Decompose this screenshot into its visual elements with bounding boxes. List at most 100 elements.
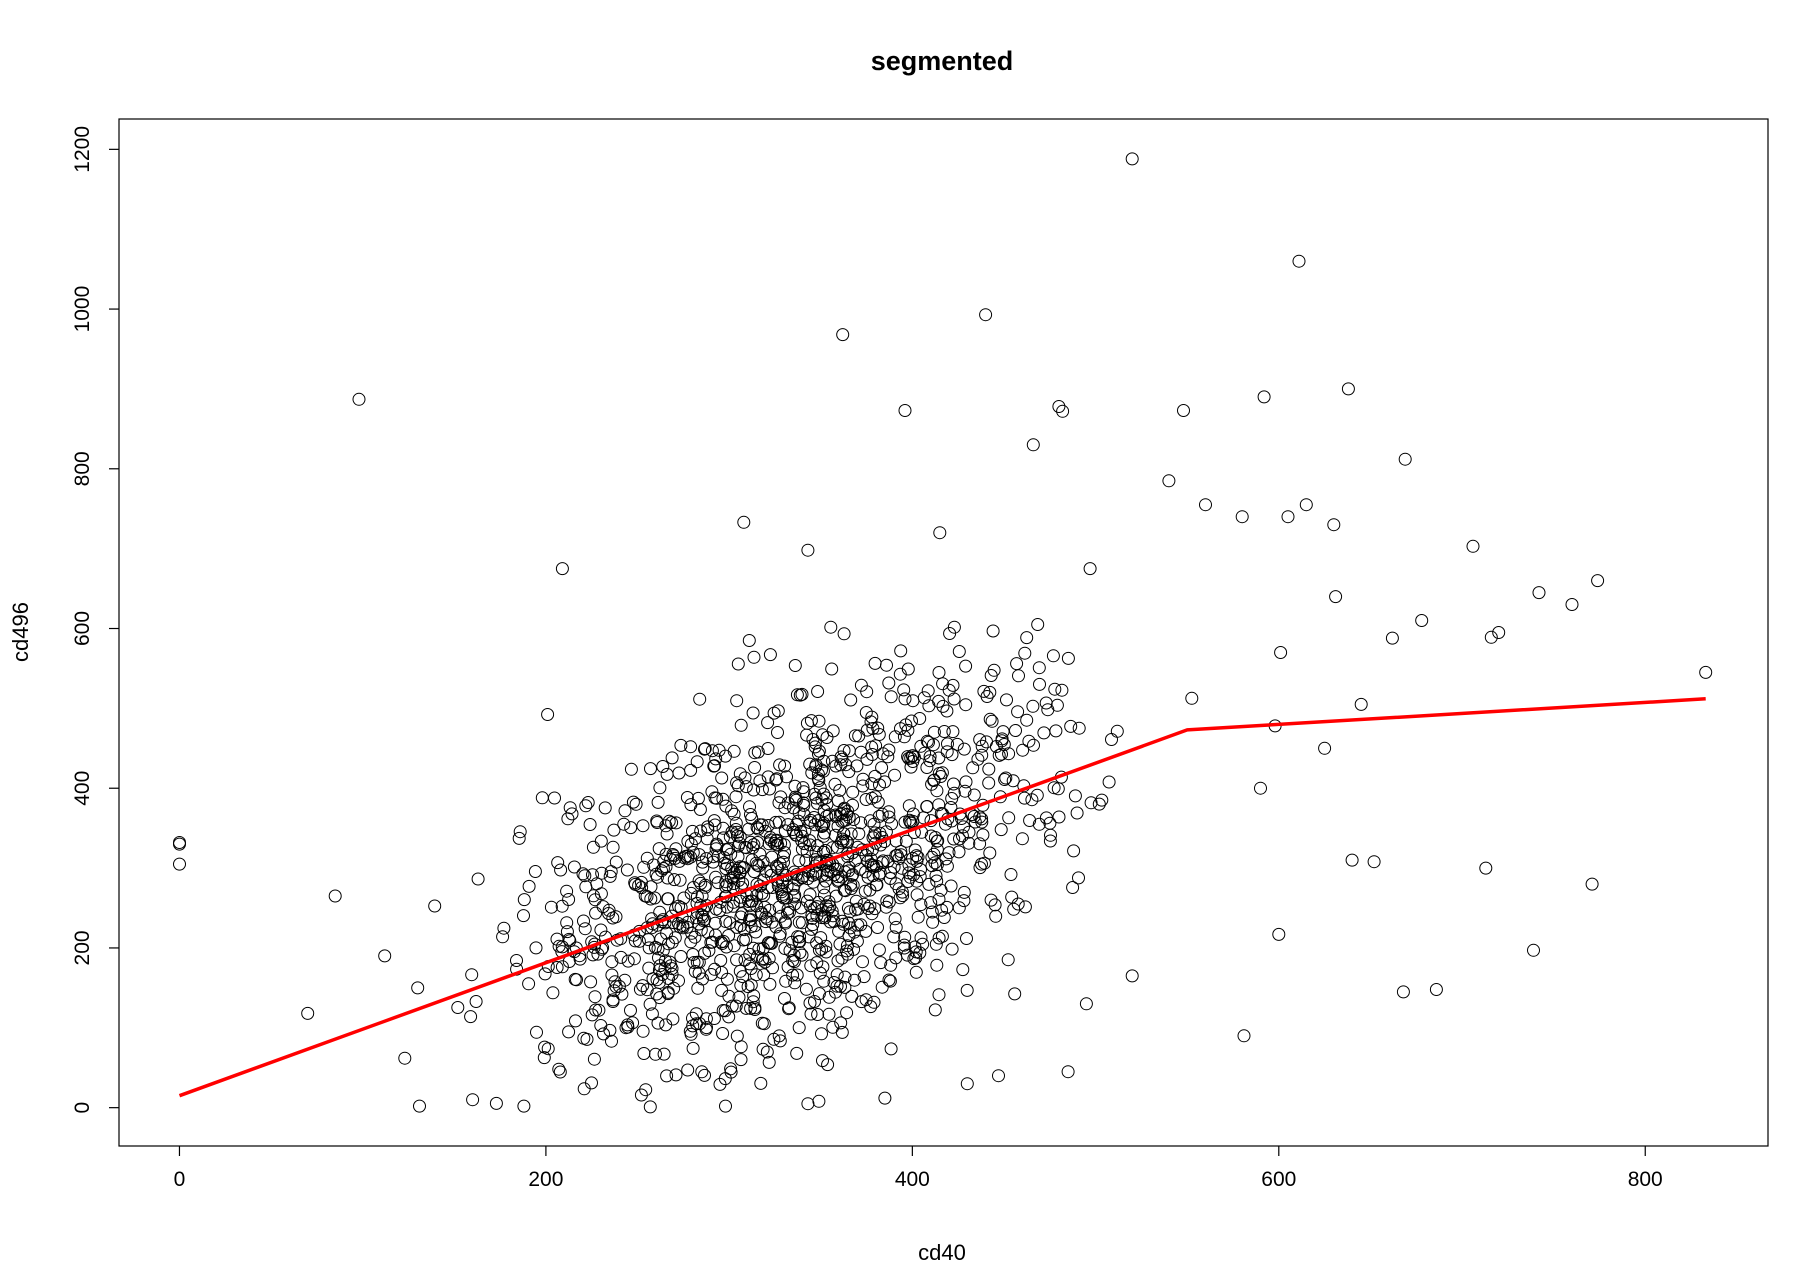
data-point bbox=[816, 728, 829, 742]
data-point bbox=[451, 1001, 465, 1014]
data-point bbox=[1051, 782, 1065, 796]
data-point bbox=[842, 765, 856, 779]
data-point bbox=[940, 900, 954, 914]
data-point bbox=[796, 781, 810, 795]
data-point bbox=[656, 862, 670, 875]
y-tick-label: 600 bbox=[71, 611, 94, 646]
data-point bbox=[1025, 793, 1039, 807]
data-point bbox=[982, 776, 996, 790]
data-point bbox=[705, 935, 719, 949]
data-point bbox=[867, 817, 881, 831]
data-point bbox=[845, 869, 859, 883]
data-point bbox=[712, 743, 726, 757]
data-point bbox=[1018, 791, 1031, 805]
data-point bbox=[656, 944, 670, 957]
data-point bbox=[747, 865, 761, 879]
data-point bbox=[760, 912, 774, 926]
data-point bbox=[702, 944, 716, 958]
data-point bbox=[552, 1062, 566, 1076]
data-point bbox=[707, 759, 721, 773]
data-point bbox=[730, 953, 744, 967]
data-point bbox=[529, 941, 543, 955]
data-point bbox=[824, 620, 838, 634]
data-point bbox=[1110, 724, 1124, 738]
data-point bbox=[916, 937, 930, 951]
data-point bbox=[1037, 726, 1051, 740]
data-point bbox=[1177, 404, 1190, 417]
data-point bbox=[726, 899, 740, 913]
data-point bbox=[838, 884, 852, 898]
data-point bbox=[696, 855, 710, 869]
data-point bbox=[889, 920, 903, 934]
data-point bbox=[819, 945, 833, 959]
x-axis: 0 200 400 600 800 bbox=[174, 1146, 1663, 1191]
data-point bbox=[996, 725, 1010, 739]
data-point bbox=[1020, 713, 1034, 727]
data-point bbox=[792, 806, 806, 820]
data-point bbox=[942, 846, 956, 860]
data-point bbox=[528, 865, 542, 878]
data-point bbox=[708, 916, 722, 930]
data-point bbox=[927, 725, 941, 739]
data-point bbox=[945, 942, 959, 956]
data-point bbox=[792, 854, 806, 868]
data-point bbox=[910, 888, 924, 902]
data-point bbox=[803, 757, 817, 771]
data-point bbox=[835, 806, 849, 820]
data-point bbox=[598, 801, 612, 815]
data-point bbox=[755, 783, 769, 797]
data-point bbox=[661, 871, 674, 885]
data-point bbox=[735, 861, 749, 875]
data-point bbox=[719, 940, 733, 954]
data-point bbox=[621, 954, 635, 968]
data-point bbox=[835, 1025, 849, 1039]
data-point bbox=[812, 987, 826, 1001]
data-point bbox=[952, 845, 966, 859]
data-point bbox=[781, 906, 794, 920]
data-point bbox=[780, 770, 793, 784]
data-point bbox=[734, 1053, 748, 1067]
data-point bbox=[1047, 781, 1061, 795]
data-point bbox=[825, 754, 839, 768]
data-point bbox=[1102, 775, 1116, 789]
data-point bbox=[858, 884, 872, 898]
data-point bbox=[735, 907, 749, 921]
data-point bbox=[656, 760, 670, 773]
data-point bbox=[653, 781, 667, 795]
data-point bbox=[894, 845, 908, 858]
data-point bbox=[1039, 696, 1053, 710]
data-point bbox=[761, 716, 775, 730]
data-point bbox=[716, 821, 730, 835]
data-point bbox=[967, 788, 981, 802]
data-point bbox=[698, 946, 711, 960]
data-point bbox=[775, 885, 789, 899]
data-point bbox=[686, 1019, 700, 1033]
data-point bbox=[692, 966, 706, 980]
data-point bbox=[910, 874, 924, 888]
data-point bbox=[863, 883, 877, 897]
data-point bbox=[955, 829, 969, 843]
data-point bbox=[820, 809, 834, 823]
data-point bbox=[530, 1025, 543, 1039]
data-point bbox=[778, 915, 792, 929]
data-point bbox=[793, 930, 807, 944]
data-point bbox=[762, 1055, 776, 1069]
data-point bbox=[738, 953, 752, 967]
data-point bbox=[594, 834, 608, 848]
data-point bbox=[1072, 871, 1085, 885]
data-point bbox=[835, 914, 849, 928]
data-point bbox=[690, 890, 704, 904]
y-tick-label: 800 bbox=[71, 451, 94, 486]
data-point bbox=[797, 785, 811, 799]
data-point bbox=[962, 836, 976, 850]
data-point bbox=[848, 729, 862, 743]
data-point bbox=[773, 758, 787, 772]
data-point bbox=[378, 949, 392, 963]
data-point bbox=[822, 990, 836, 1004]
data-point bbox=[902, 866, 916, 880]
data-point bbox=[684, 935, 698, 949]
data-point bbox=[859, 924, 873, 938]
data-point bbox=[788, 779, 802, 793]
data-point bbox=[633, 982, 647, 996]
data-point bbox=[914, 863, 927, 876]
